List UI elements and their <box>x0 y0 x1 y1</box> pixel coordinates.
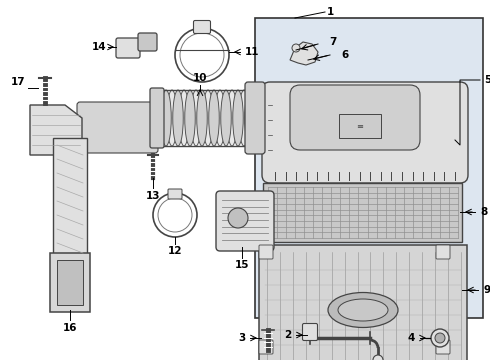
FancyBboxPatch shape <box>168 189 182 199</box>
FancyBboxPatch shape <box>77 102 158 153</box>
FancyBboxPatch shape <box>339 114 381 138</box>
Text: 11: 11 <box>245 47 259 57</box>
FancyBboxPatch shape <box>436 340 450 354</box>
Ellipse shape <box>338 299 388 321</box>
FancyBboxPatch shape <box>116 38 140 58</box>
FancyBboxPatch shape <box>302 324 318 341</box>
FancyBboxPatch shape <box>50 253 90 312</box>
Text: 16: 16 <box>63 323 77 333</box>
Circle shape <box>292 44 300 52</box>
Ellipse shape <box>209 90 219 146</box>
Ellipse shape <box>173 90 183 146</box>
Text: 1: 1 <box>326 7 334 17</box>
Text: 10: 10 <box>193 73 207 83</box>
FancyBboxPatch shape <box>259 340 273 354</box>
Ellipse shape <box>328 292 398 328</box>
Text: 17: 17 <box>11 77 25 87</box>
FancyBboxPatch shape <box>262 82 468 183</box>
Text: 2: 2 <box>284 330 292 340</box>
Ellipse shape <box>245 90 255 146</box>
FancyBboxPatch shape <box>53 138 87 262</box>
Circle shape <box>373 355 383 360</box>
FancyBboxPatch shape <box>194 21 211 33</box>
Polygon shape <box>290 42 318 65</box>
Polygon shape <box>30 105 82 155</box>
Ellipse shape <box>227 90 237 146</box>
FancyBboxPatch shape <box>263 183 462 242</box>
Circle shape <box>435 333 445 343</box>
Text: 5: 5 <box>485 75 490 85</box>
Text: 7: 7 <box>329 37 337 47</box>
FancyBboxPatch shape <box>245 82 265 154</box>
Ellipse shape <box>197 90 207 146</box>
Ellipse shape <box>239 90 249 146</box>
FancyBboxPatch shape <box>290 85 420 150</box>
Text: ≡: ≡ <box>357 122 364 130</box>
FancyBboxPatch shape <box>138 33 157 51</box>
Ellipse shape <box>155 90 165 146</box>
Text: 9: 9 <box>484 285 490 295</box>
Text: 6: 6 <box>342 50 348 60</box>
Ellipse shape <box>221 90 231 146</box>
FancyBboxPatch shape <box>150 88 164 148</box>
Text: 13: 13 <box>146 191 160 201</box>
Ellipse shape <box>203 90 213 146</box>
Circle shape <box>228 208 248 228</box>
Ellipse shape <box>215 90 225 146</box>
FancyBboxPatch shape <box>259 245 273 259</box>
FancyBboxPatch shape <box>259 245 467 360</box>
Text: 8: 8 <box>480 207 488 217</box>
Ellipse shape <box>233 90 243 146</box>
Text: 4: 4 <box>407 333 415 343</box>
Text: 14: 14 <box>92 42 106 52</box>
Text: 15: 15 <box>235 260 249 270</box>
FancyBboxPatch shape <box>255 18 483 318</box>
Ellipse shape <box>191 90 201 146</box>
Ellipse shape <box>167 90 177 146</box>
Text: 3: 3 <box>238 333 245 343</box>
FancyBboxPatch shape <box>436 245 450 259</box>
Ellipse shape <box>185 90 195 146</box>
Ellipse shape <box>161 90 171 146</box>
Circle shape <box>431 329 449 347</box>
FancyBboxPatch shape <box>57 260 83 305</box>
Text: 12: 12 <box>168 246 182 256</box>
Ellipse shape <box>179 90 189 146</box>
FancyBboxPatch shape <box>216 191 274 251</box>
